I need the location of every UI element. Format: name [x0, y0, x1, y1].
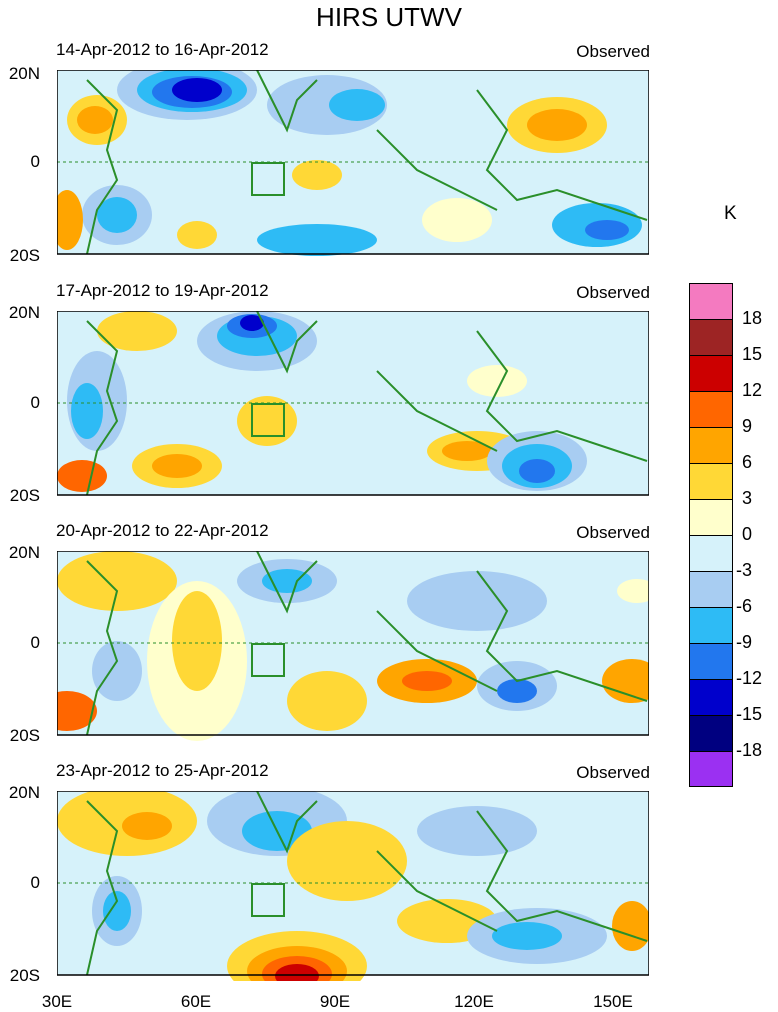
colorbar-swatch — [689, 679, 733, 715]
colorbar-swatch — [689, 319, 733, 355]
panel-date-range: 14-Apr-2012 to 16-Apr-2012 — [56, 40, 269, 59]
colorbar-label: 18 — [742, 308, 763, 328]
colorbar-label: -6 — [736, 596, 753, 616]
colorbar-label: 0 — [742, 524, 753, 544]
colorbar-swatch — [689, 607, 733, 643]
lat-label-20s: 20S — [9, 486, 40, 505]
lat-label-20n: 20N — [8, 303, 40, 322]
colorbar-swatch — [689, 751, 733, 787]
colorbar-swatch — [689, 427, 733, 463]
colorbar-label: -15 — [736, 704, 763, 724]
colorbar-swatch — [689, 535, 733, 571]
lat-label-20n: 20N — [8, 64, 40, 83]
colorbar-label: -18 — [736, 740, 763, 760]
colorbar-swatch — [689, 391, 733, 427]
map-panel-1: 14-Apr-2012 to 16-Apr-2012 Observed 20N … — [0, 40, 700, 280]
lat-label-20n: 20N — [8, 543, 40, 562]
lat-label-20n: 20N — [8, 783, 40, 802]
lat-label-20s: 20S — [9, 246, 40, 265]
colorbar-swatch — [689, 355, 733, 391]
map-panel-4: 23-Apr-2012 to 25-Apr-2012 Observed 20N … — [0, 761, 700, 1001]
lat-label-0: 0 — [30, 152, 40, 171]
panel-date-range: 23-Apr-2012 to 25-Apr-2012 — [56, 761, 269, 780]
colorbar-label: -12 — [736, 668, 763, 688]
lat-label-0: 0 — [30, 873, 40, 892]
colorbar-label: -3 — [736, 560, 753, 580]
colorbar-label: 15 — [742, 344, 763, 364]
panel-date-range: 17-Apr-2012 to 19-Apr-2012 — [56, 281, 269, 300]
colorbar-label: 12 — [742, 380, 763, 400]
colorbar-unit: K — [724, 203, 737, 224]
panel-label: Observed — [576, 42, 650, 61]
panel-label: Observed — [576, 523, 650, 542]
map-panel-2: 17-Apr-2012 to 19-Apr-2012 Observed 20N … — [0, 281, 700, 521]
lon-label-90e: 90E — [319, 992, 351, 1011]
lat-label-20s: 20S — [9, 966, 40, 985]
lon-label-150e: 150E — [593, 992, 633, 1011]
panel-label: Observed — [576, 283, 650, 302]
panel-date-range: 20-Apr-2012 to 22-Apr-2012 — [56, 521, 269, 540]
colorbar-swatch — [689, 283, 733, 319]
lat-label-0: 0 — [30, 393, 40, 412]
colorbar-swatch — [689, 463, 733, 499]
colorbar-swatch — [689, 499, 733, 535]
lat-label-20s: 20S — [9, 726, 40, 745]
lon-label-30e: 30E — [41, 992, 73, 1011]
colorbar-swatch — [689, 571, 733, 607]
panel-label: Observed — [576, 763, 650, 782]
colorbar-label: 9 — [742, 416, 753, 436]
anomaly-map — [57, 551, 649, 741]
colorbar-swatch — [689, 643, 733, 679]
lon-label-120e: 120E — [454, 992, 494, 1011]
anomaly-map — [57, 311, 649, 496]
colorbar-label: -9 — [736, 632, 753, 652]
anomaly-map — [57, 70, 649, 256]
figure-title: HIRS UTWV — [316, 2, 462, 32]
lat-label-0: 0 — [30, 633, 40, 652]
colorbar-label: 3 — [742, 488, 753, 508]
colorbar-label: 6 — [742, 452, 753, 472]
lon-label-60e: 60E — [180, 992, 212, 1011]
colorbar-swatch — [689, 715, 733, 751]
map-panel-3: 20-Apr-2012 to 22-Apr-2012 Observed 20N … — [0, 521, 700, 761]
anomaly-map — [57, 791, 649, 981]
